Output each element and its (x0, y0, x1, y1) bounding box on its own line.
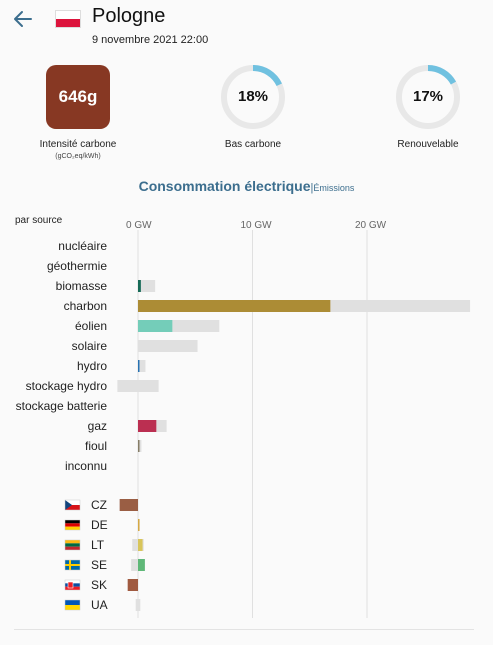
divider (14, 629, 474, 630)
exchange-label: SE (91, 558, 107, 572)
low-carbon-gauge (221, 65, 285, 129)
exchange-bar (127, 579, 138, 591)
exchange-label: CZ (91, 498, 107, 512)
renewable-gauge (396, 65, 460, 129)
chart-mode-tabs: Consommation électrique|Émissions (0, 178, 493, 194)
source-label: éolien (75, 319, 107, 333)
renewable-value: 17% (412, 88, 444, 105)
flag-se-icon (64, 559, 81, 571)
capacity-bar (117, 380, 159, 392)
exchange-bar (119, 499, 138, 511)
chart-title: par source (15, 215, 63, 226)
production-bar (138, 420, 157, 432)
flag-de-icon (64, 519, 81, 531)
exchange-label: DE (91, 518, 108, 532)
source-label: fioul (85, 439, 107, 453)
tab-consumption[interactable]: Consommation électrique (138, 178, 311, 194)
capacity-bar (138, 440, 142, 452)
zone-header: Pologne 9 novembre 2021 22:00 (0, 0, 493, 60)
low-carbon-value: 18% (237, 88, 269, 105)
exchange-capacity-bar (135, 599, 141, 611)
source-label: hydro (77, 359, 107, 373)
source-label: biomasse (56, 279, 108, 293)
production-chart: par source 0 GW 10 GW 20 GW nucléaire géother… (15, 215, 471, 618)
x-tick-label: 10 GW (241, 220, 273, 231)
exchange-bar (138, 539, 143, 551)
tab-emissions[interactable]: Émissions (313, 183, 355, 193)
production-bar (138, 440, 140, 452)
exchange-bar (138, 559, 145, 571)
tab-separator: | (310, 182, 314, 194)
production-bar (138, 280, 141, 292)
source-label: nucléaire (58, 239, 107, 253)
exchange-bar (138, 519, 140, 531)
source-label: gaz (88, 419, 107, 433)
source-label: géothermie (47, 259, 107, 273)
back-arrow-icon[interactable] (12, 8, 34, 30)
capacity-bar (138, 340, 198, 352)
production-bar (138, 300, 331, 312)
poland-flag-icon (55, 10, 81, 28)
capacity-bar (138, 360, 146, 372)
source-label: solaire (72, 339, 108, 353)
source-label: charbon (64, 299, 107, 313)
flag-sk-icon (64, 579, 81, 591)
source-label: inconnu (65, 459, 107, 473)
capacity-bar (138, 280, 156, 292)
carbon-intensity-unit: g (86, 87, 98, 106)
carbon-intensity-label: Intensité carbone (39, 139, 117, 150)
production-bar (138, 320, 173, 332)
flag-ua-icon (64, 599, 81, 611)
source-label: stockage hydro (26, 379, 108, 393)
exchange-label: SK (91, 578, 107, 592)
zone-name: Pologne (92, 5, 166, 27)
renewable-label: Renouvelable (397, 139, 459, 150)
exchange-label: LT (91, 538, 105, 552)
carbon-intensity-badge: 646 g (46, 65, 110, 129)
source-label: stockage batterie (16, 399, 108, 413)
low-carbon-label: Bas carbone (224, 139, 282, 150)
carbon-intensity-sublabel: (gCO₂eq/kWh) (55, 153, 101, 160)
x-tick-label: 0 GW (126, 220, 152, 231)
flag-cz-icon (64, 499, 81, 511)
production-bar (138, 360, 140, 372)
zone-datetime: 9 novembre 2021 22:00 (92, 34, 209, 46)
exchange-label: UA (91, 598, 108, 612)
carbon-intensity-value: 646 (58, 87, 87, 106)
x-tick-label: 20 GW (355, 220, 387, 231)
flag-lt-icon (64, 539, 81, 551)
